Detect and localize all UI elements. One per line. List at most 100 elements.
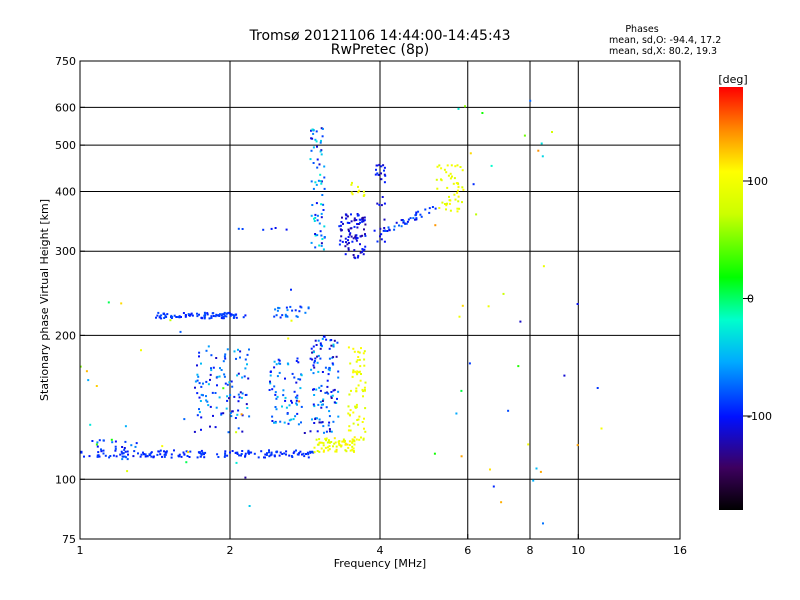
data-point [124, 440, 127, 443]
x-axis: 1 2 4 6 8 10 16 [77, 534, 687, 557]
data-point [217, 456, 220, 458]
data-point [335, 402, 338, 404]
data-point [173, 314, 176, 317]
data-point [359, 379, 362, 382]
data-point [207, 345, 210, 348]
data-point [354, 236, 357, 239]
y-tick-label: 400 [55, 185, 76, 198]
data-point [502, 292, 505, 295]
data-point [445, 171, 448, 174]
data-point [354, 405, 357, 408]
data-point [229, 412, 232, 415]
data-point [339, 224, 342, 227]
data-point [186, 455, 189, 457]
data-point [307, 453, 310, 456]
data-point [447, 174, 450, 177]
data-point [358, 370, 361, 373]
data-point [269, 374, 272, 377]
data-point [346, 221, 349, 224]
data-point [322, 444, 325, 447]
data-point [332, 420, 335, 423]
data-point [320, 441, 323, 444]
data-point [212, 315, 215, 317]
data-point [309, 450, 312, 453]
data-point [163, 455, 166, 458]
data-point [296, 357, 299, 360]
data-point [468, 362, 471, 365]
data-point [289, 305, 292, 308]
data-point [355, 239, 358, 242]
data-point [332, 445, 334, 448]
data-point [169, 319, 172, 322]
data-point [320, 180, 323, 183]
data-point [330, 391, 333, 393]
data-point [238, 396, 241, 399]
data-point [244, 452, 247, 455]
data-point [314, 246, 317, 249]
data-point [277, 306, 280, 309]
data-point [400, 219, 403, 222]
data-point [315, 438, 318, 441]
data-point [216, 375, 219, 378]
data-point [356, 256, 359, 259]
data-points [79, 99, 603, 525]
data-point [347, 429, 350, 432]
data-point [197, 375, 200, 378]
data-point [472, 183, 475, 186]
data-point [319, 180, 322, 183]
data-point [329, 441, 331, 444]
data-point [445, 204, 448, 207]
data-point [383, 166, 386, 169]
data-point [324, 446, 327, 449]
data-point [205, 380, 208, 383]
data-point [140, 453, 143, 456]
data-point [200, 393, 203, 396]
data-point [224, 357, 227, 360]
data-point [311, 351, 314, 354]
data-point [244, 314, 247, 317]
data-point [376, 202, 379, 205]
data-point [220, 317, 223, 319]
data-point [303, 455, 306, 458]
data-point [298, 452, 301, 455]
data-point [179, 330, 182, 333]
data-point [247, 377, 250, 380]
data-point [315, 183, 318, 186]
data-point [244, 455, 246, 458]
data-point [292, 418, 295, 421]
data-point [178, 453, 181, 456]
data-point [288, 404, 291, 407]
data-point [218, 375, 221, 378]
data-point [348, 440, 351, 443]
data-point [355, 236, 358, 239]
data-point [273, 315, 276, 318]
data-point [234, 417, 237, 419]
data-point [596, 387, 599, 389]
data-point [291, 309, 294, 312]
data-point [226, 399, 229, 402]
data-point [380, 238, 383, 241]
data-point [320, 447, 323, 450]
data-point [240, 413, 243, 416]
data-point [330, 339, 333, 341]
data-point [320, 242, 323, 245]
data-point [212, 312, 215, 315]
data-point [363, 228, 365, 231]
data-point [200, 316, 203, 319]
data-point [203, 314, 206, 317]
data-point [318, 163, 321, 166]
data-point [404, 222, 406, 225]
data-point [363, 386, 366, 389]
data-point [333, 442, 336, 445]
data-point [348, 233, 351, 236]
data-point [363, 193, 366, 196]
data-point [241, 376, 244, 379]
data-point [362, 249, 365, 252]
data-point [317, 443, 320, 446]
data-point [551, 131, 553, 133]
data-point [200, 362, 202, 365]
data-point [321, 194, 324, 196]
data-point [349, 362, 352, 365]
data-point [226, 383, 229, 386]
data-point [96, 441, 99, 444]
